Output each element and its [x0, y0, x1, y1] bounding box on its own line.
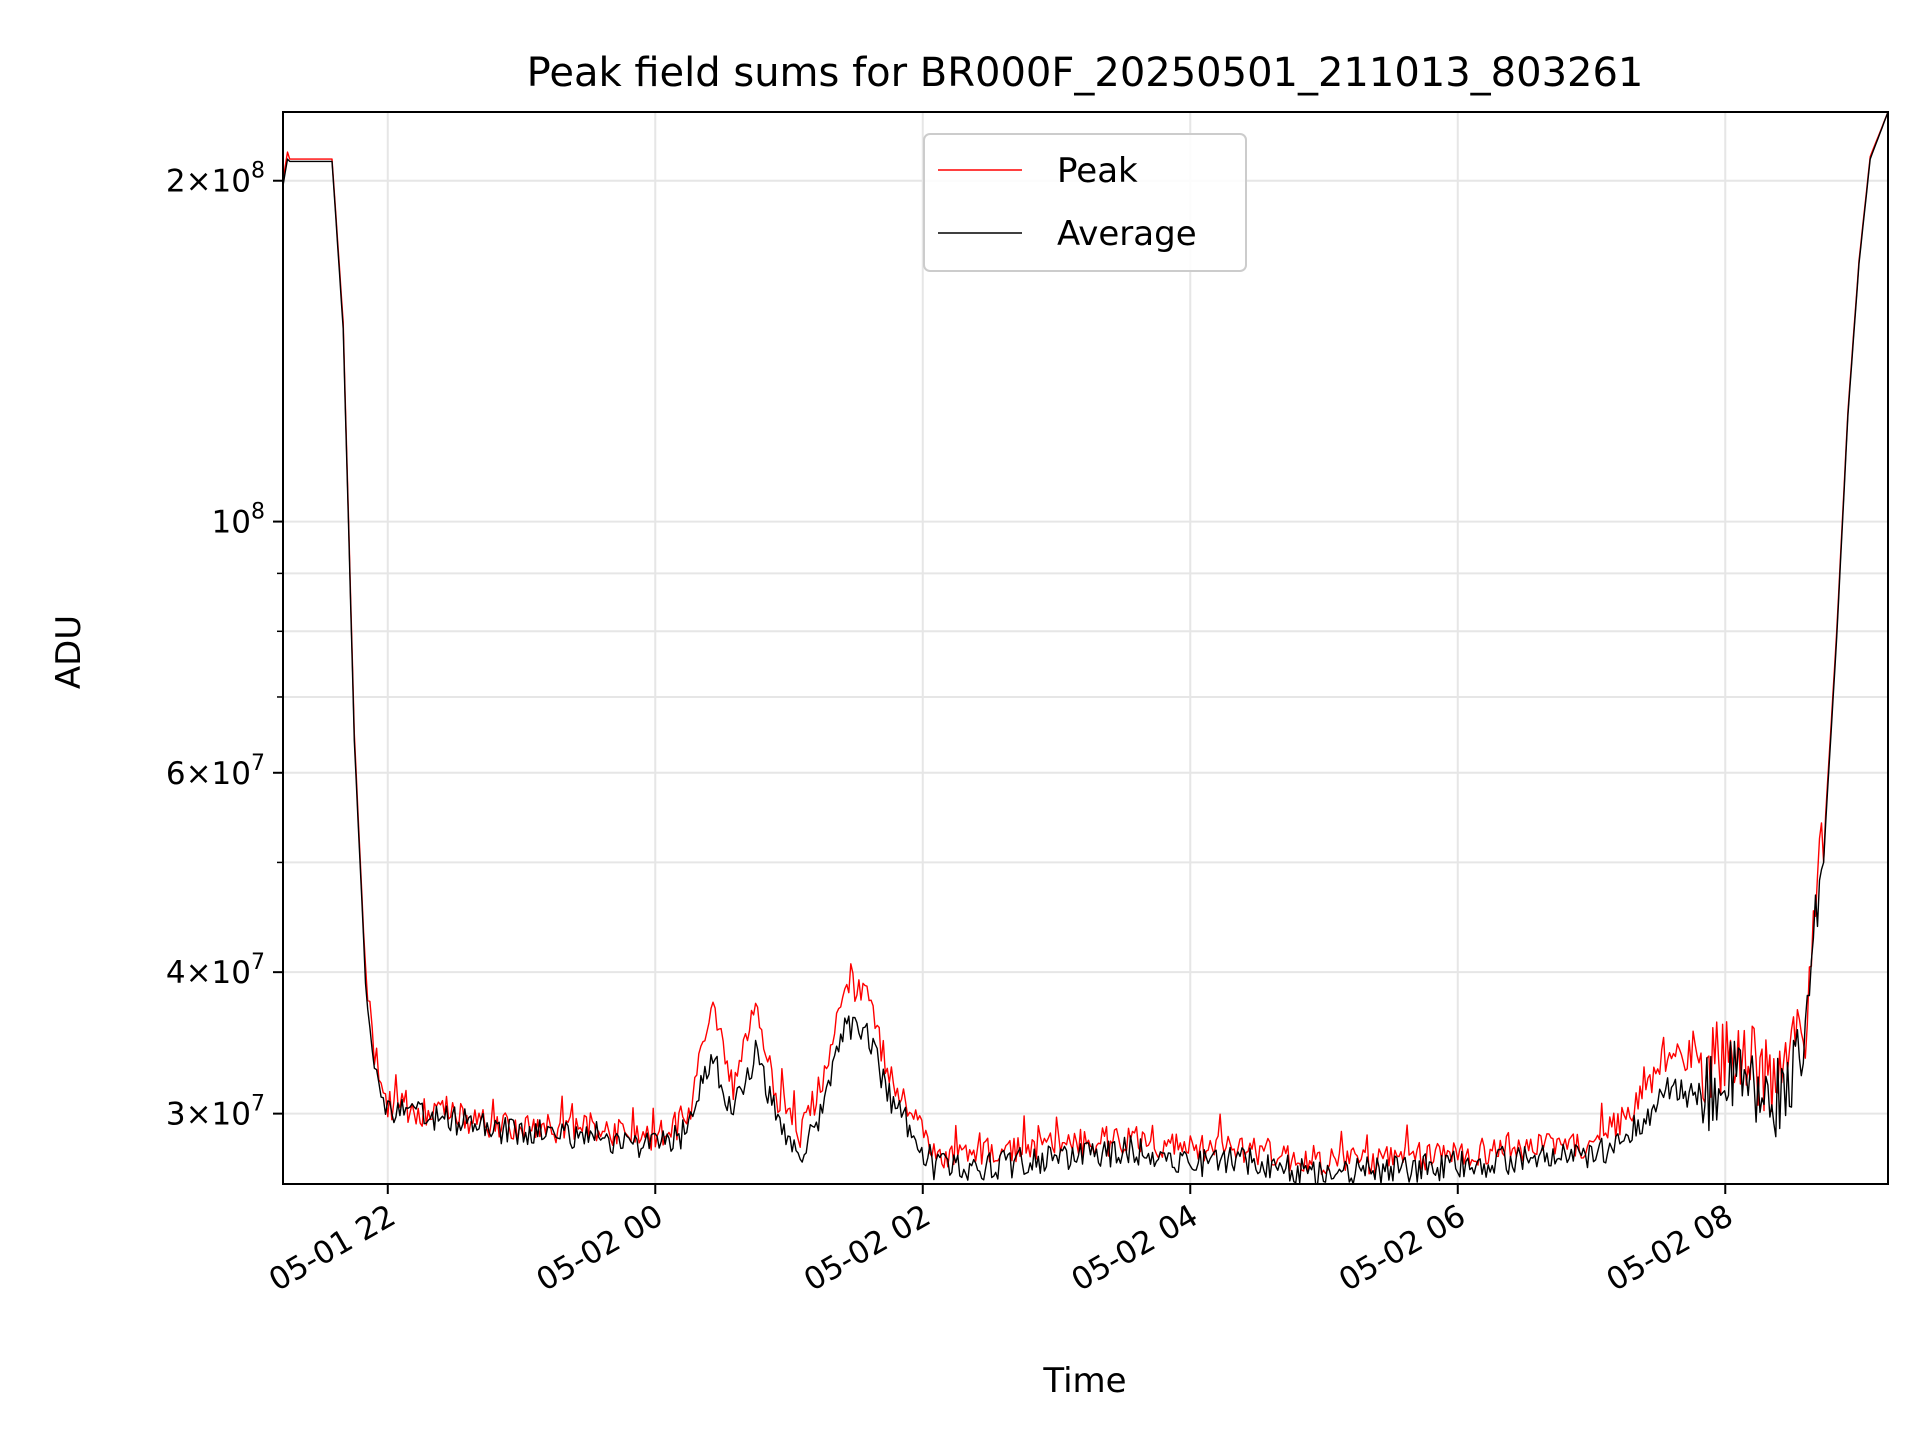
legend-label-average: Average: [1057, 214, 1197, 254]
y-axis-label: ADU: [49, 615, 89, 689]
legend-label-peak: Peak: [1057, 151, 1138, 191]
y-tick-label: 4×107: [166, 950, 265, 991]
legend: Peak Average: [923, 133, 1247, 272]
x-axis-label: Time: [1042, 1361, 1126, 1401]
series-layer: [282, 111, 1889, 1185]
series-line-average: [282, 111, 1889, 1185]
chart-title: Peak field sums for BR000F_20250501_2110…: [527, 50, 1644, 96]
y-tick-label: 3×107: [166, 1092, 265, 1133]
y-tick-label: 6×107: [166, 751, 265, 792]
y-tick-label: 108: [212, 500, 265, 541]
series-line-peak: [282, 111, 1889, 1176]
legend-box: [923, 133, 1247, 272]
plot-frame: [282, 111, 1889, 1185]
y-tick-label: 2×108: [166, 159, 265, 200]
